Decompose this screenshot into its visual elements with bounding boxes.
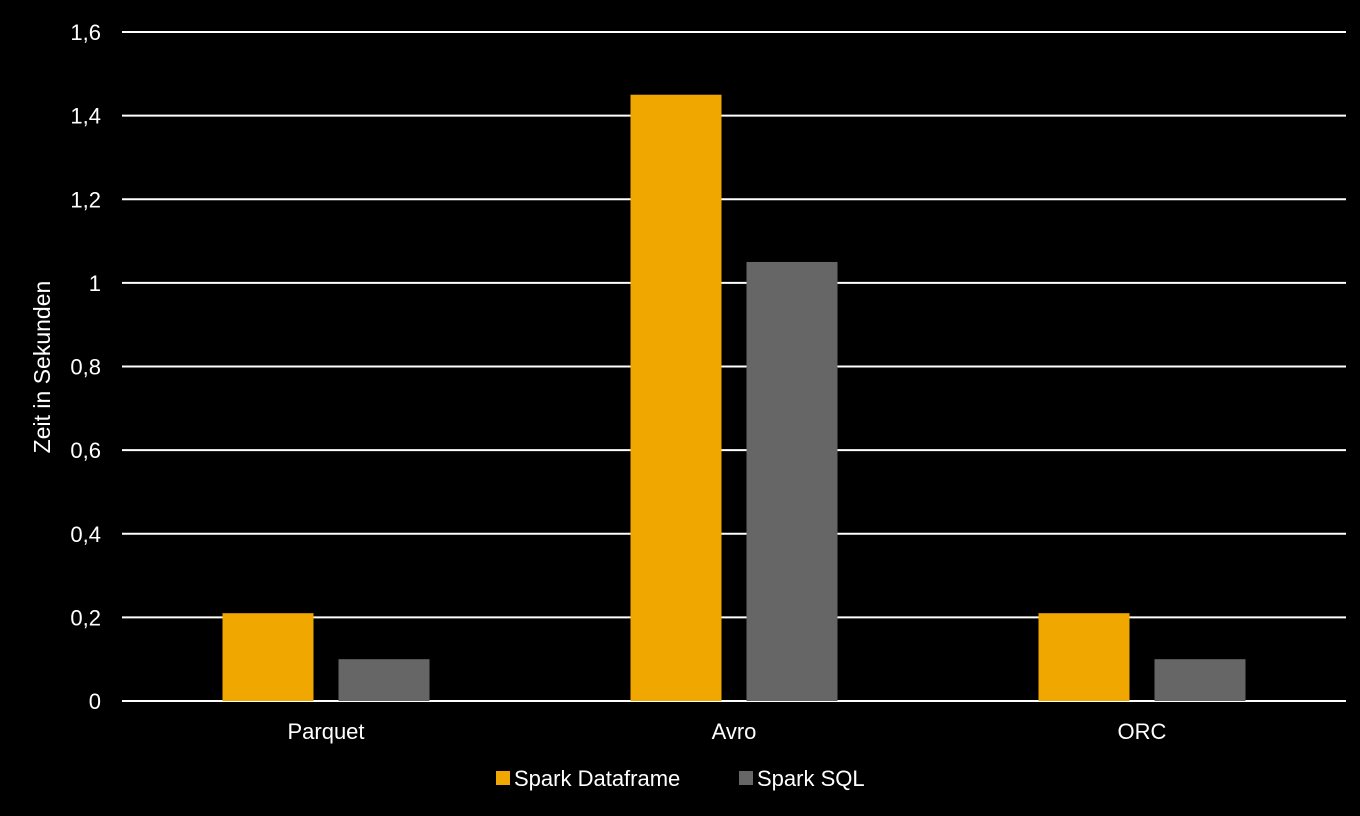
legend-swatch: [496, 771, 510, 785]
y-tick-label: 0,8: [70, 355, 101, 380]
bar-spark-dataframe-parquet: [222, 613, 314, 701]
legend-label: Spark Dataframe: [514, 766, 680, 791]
x-axis-category-labels: Parquet Avro ORC: [287, 719, 1166, 744]
legend-swatch: [739, 771, 753, 785]
bar-spark-sql-orc: [1154, 659, 1246, 701]
y-axis-tick-labels: 0 0,2 0,4 0,6 0,8 1 1,2 1,4 1,6: [70, 20, 101, 714]
y-axis-title: Zeit in Sekunden: [29, 281, 55, 454]
legend-label: Spark SQL: [757, 766, 865, 791]
y-tick-label: 1,4: [70, 104, 101, 129]
bar-spark-dataframe-avro: [630, 94, 722, 701]
bar-spark-sql-avro: [746, 261, 838, 701]
x-category-label: Avro: [712, 719, 757, 744]
y-tick-label: 1,6: [70, 20, 101, 45]
y-tick-label: 0: [89, 689, 101, 714]
legend: Spark Dataframe Spark SQL: [496, 766, 865, 791]
x-category-label: Parquet: [287, 719, 364, 744]
y-tick-label: 1,2: [70, 187, 101, 212]
y-tick-label: 0,2: [70, 605, 101, 630]
y-tick-label: 1: [89, 271, 101, 296]
x-category-label: ORC: [1118, 719, 1167, 744]
y-tick-label: 0,6: [70, 438, 101, 463]
bar-spark-dataframe-orc: [1038, 613, 1130, 701]
gridlines: [122, 31, 1346, 702]
bar-spark-sql-parquet: [338, 659, 430, 701]
y-tick-label: 0,4: [70, 522, 101, 547]
bars: [222, 94, 1246, 701]
